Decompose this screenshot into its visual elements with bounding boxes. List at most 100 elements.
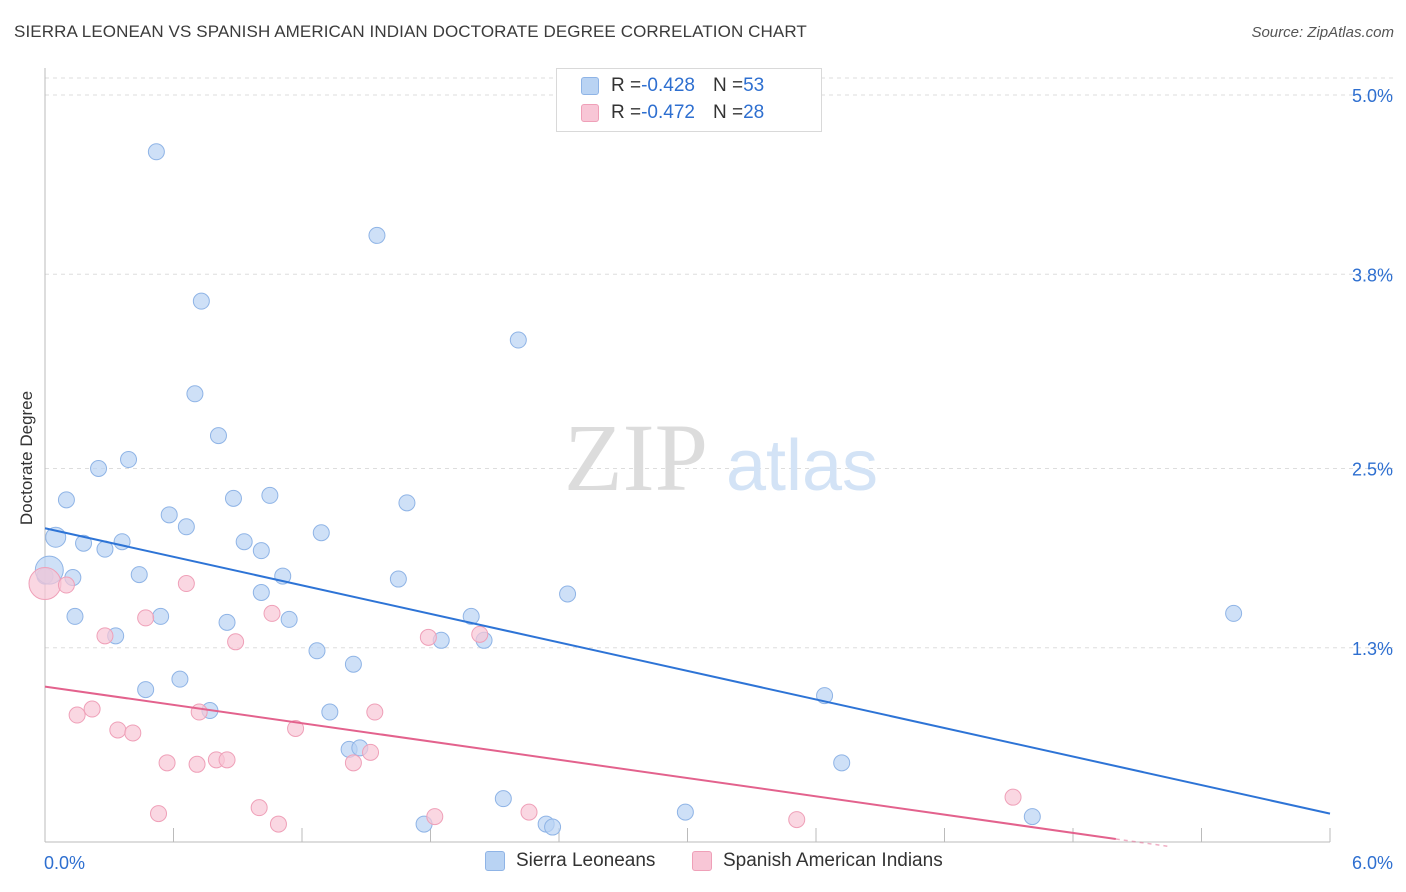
spanish-american-indian-point <box>344 754 362 772</box>
sierra-leonean-point <box>344 655 362 673</box>
sierra-leonean-point <box>90 460 108 477</box>
spanish-american-indian-point <box>109 721 127 739</box>
y-tick-label: 2.5% <box>1352 460 1393 480</box>
sierra-leonean-point <box>833 754 851 772</box>
y-tick-label: 3.8% <box>1352 265 1393 285</box>
spanish-american-indian-point <box>362 743 380 761</box>
spanish-american-indian-point <box>137 609 155 627</box>
spanish-american-indian-point <box>83 700 101 718</box>
spanish-american-indian-point <box>1004 788 1022 806</box>
spanish-american-indian-point <box>57 576 75 594</box>
sierra-leonean-point <box>235 533 253 551</box>
spanish-american-indian-point <box>419 628 437 646</box>
blue-swatch <box>485 851 505 871</box>
spanish-american-indian-point <box>96 627 114 645</box>
legend-n-label: N = <box>712 75 744 96</box>
sierra-leonean-point <box>75 534 93 552</box>
spanish-american-indian-point <box>68 706 86 724</box>
legend-series-label: Sierra Leoneans <box>516 850 656 871</box>
sierra-leonean-point <box>186 385 204 403</box>
series-legend: Sierra Leoneans Spanish American Indians <box>0 850 1406 878</box>
correlation-legend: R = -0.428 N = 53 R = -0.472 N = 28 <box>556 68 822 132</box>
sierra-leonean-point <box>252 584 270 602</box>
x-tick-label: 0.0% <box>44 853 85 873</box>
spanish-american-indian-point <box>426 808 444 826</box>
spanish-american-indian-point <box>124 724 142 742</box>
pink-swatch <box>581 104 599 122</box>
sierra-leonean-point <box>66 607 84 625</box>
sierra-leonean-point <box>462 607 480 625</box>
spanish-american-indian-point <box>190 703 208 721</box>
sierra-leonean-point <box>368 226 386 244</box>
legend-r-value: -0.428 <box>641 75 695 96</box>
sierra-leonean-point <box>171 670 189 688</box>
grid-lines <box>45 77 1395 649</box>
spanish-american-indian-point <box>150 805 168 823</box>
blue-swatch <box>581 77 599 95</box>
y-tick-label: 5.0% <box>1352 86 1393 106</box>
sierra-leonean-point <box>261 486 279 504</box>
sierra-leonean-point <box>544 818 562 836</box>
legend-r-label: R = <box>611 102 642 123</box>
legend-item-sierra-leoneans[interactable]: Sierra Leoneans <box>485 850 655 872</box>
spanish-american-indian-point <box>788 811 806 829</box>
y-tick-label: 1.3% <box>1352 639 1393 659</box>
sierra-leonean-point <box>676 803 694 821</box>
spanish-american-indian-point <box>188 755 206 773</box>
sierra-leonean-point <box>130 566 148 584</box>
sierra-leonean-point <box>224 489 242 507</box>
watermark: ZIP atlas <box>564 404 878 511</box>
sierra-leonean-point <box>147 143 165 161</box>
spanish-american-indian-point <box>269 815 287 833</box>
legend-r-label: R = <box>611 75 642 96</box>
sierra-leonean-point <box>312 524 330 542</box>
axes <box>44 68 1331 843</box>
sierra-leonean-trend-line <box>44 527 1331 815</box>
chart-title: SIERRA LEONEAN VS SPANISH AMERICAN INDIA… <box>14 22 807 41</box>
legend-n-label: N = <box>712 102 744 123</box>
spanish-american-indian-point <box>263 604 281 622</box>
sierra-leonean-point <box>120 451 138 469</box>
sierra-leonean-point <box>494 790 512 808</box>
spanish-american-indian-point <box>218 751 236 769</box>
sierra-leonean-point <box>398 494 416 512</box>
sierra-leonean-point <box>1225 604 1243 622</box>
sierra-leonean-point <box>152 607 170 625</box>
spanish-american-indian-point <box>158 754 176 772</box>
legend-n-value: 53 <box>743 75 765 96</box>
spanish-american-indian-point <box>520 803 538 821</box>
pink-swatch <box>692 851 712 871</box>
sierra-leonean-point <box>509 331 527 349</box>
spanish-american-indian-point <box>227 633 245 651</box>
sierra-leonean-point <box>218 613 236 631</box>
legend-item-spanish-american-indians[interactable]: Spanish American Indians <box>692 850 943 872</box>
sierra-leonean-point <box>177 518 195 536</box>
spanish-american-indian-point <box>28 567 62 601</box>
tick-labels: 5.0% 3.8% 2.5% 1.3% 0.0% 6.0% <box>44 86 1393 873</box>
legend-series-label: Spanish American Indians <box>723 850 943 871</box>
spanish-american-indian-point <box>250 799 268 817</box>
sierra-leonean-point <box>321 703 339 721</box>
sierra-leonean-point <box>57 491 75 509</box>
sierra-leonean-point <box>160 506 178 524</box>
sierra-leonean-point <box>280 610 298 628</box>
spanish-american-indian-point <box>471 625 489 643</box>
sierra-leonean-point <box>559 585 577 603</box>
watermark-zip: ZIP <box>564 404 708 511</box>
watermark-atlas: atlas <box>726 426 878 506</box>
spanish-american-indian-point <box>287 719 305 737</box>
sierra-leonean-point <box>209 427 227 445</box>
data-points <box>28 143 1243 836</box>
spanish-american-indian-trend-extension <box>1115 838 1170 848</box>
spanish-american-indian-point <box>177 575 195 593</box>
sierra-leonean-point <box>308 642 326 660</box>
trend-lines <box>44 527 1331 848</box>
legend-r-value: -0.472 <box>641 102 695 123</box>
x-tick-label: 6.0% <box>1352 853 1393 873</box>
legend-n-value: 28 <box>743 102 765 123</box>
spanish-american-indian-trend-line <box>44 685 1116 841</box>
spanish-american-indian-point <box>366 703 384 721</box>
sierra-leonean-point <box>1023 808 1041 826</box>
sierra-leonean-point <box>137 681 155 699</box>
